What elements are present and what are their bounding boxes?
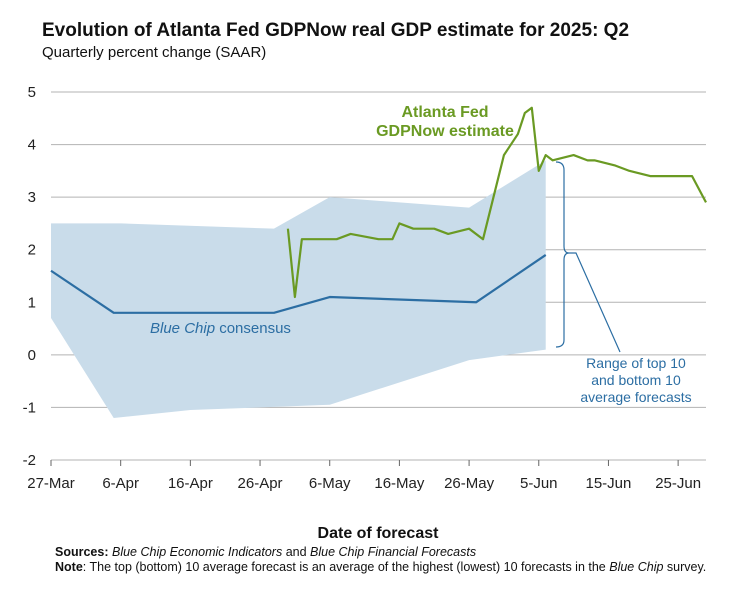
range-band bbox=[51, 160, 546, 418]
chart-title: Evolution of Atlanta Fed GDPNow real GDP… bbox=[42, 20, 630, 41]
y-tick-label: -1 bbox=[23, 399, 36, 416]
note-line: Note: The top (bottom) 10 average foreca… bbox=[55, 560, 725, 575]
x-tick-label: 16-Apr bbox=[168, 475, 213, 492]
gdpnow-chart: 5 4 3 2 1 0 -1 -2 27-Mar 6-Apr 16-Apr 26-Apr 6-May 1… bbox=[23, 84, 707, 542]
y-tick-label: -2 bbox=[23, 452, 36, 469]
y-tick-label: 1 bbox=[28, 294, 36, 311]
range-label-line-2: and bottom 10 bbox=[591, 372, 681, 388]
note-text-2: Blue Chip bbox=[609, 560, 664, 574]
y-axis-ticks: 5 4 3 2 1 0 -1 -2 bbox=[23, 84, 36, 469]
range-band-layer bbox=[51, 160, 546, 418]
y-tick-label: 3 bbox=[28, 189, 36, 206]
sources-item-2: Blue Chip Financial Forecasts bbox=[310, 545, 477, 559]
x-axis-title: Date of forecast bbox=[318, 525, 440, 542]
range-label-line-3: average forecasts bbox=[580, 389, 691, 405]
y-tick-label: 2 bbox=[28, 242, 36, 259]
x-tick-label: 26-Apr bbox=[238, 475, 283, 492]
range-bracket bbox=[555, 161, 570, 348]
bluechip-consensus-line bbox=[50, 254, 547, 314]
x-tick-label: 15-Jun bbox=[586, 475, 632, 492]
x-tick-label: 5-Jun bbox=[520, 475, 558, 492]
x-tick-label: 25-Jun bbox=[655, 475, 701, 492]
range-label-line-1: Range of top 10 bbox=[586, 355, 686, 371]
sources-and: and bbox=[282, 545, 311, 559]
x-axis-ticks: 27-Mar 6-Apr 16-Apr 26-Apr 6-May 16-May 26-May… bbox=[27, 460, 701, 492]
range-leader-line bbox=[569, 252, 621, 353]
annotation-layer: Atlanta Fed GDPNow estimate Blue Chip co… bbox=[150, 104, 692, 405]
x-tick-label: 6-May bbox=[309, 475, 351, 492]
bluechip-label-italic: Blue Chip bbox=[150, 320, 215, 337]
bluechip-label-rest: consensus bbox=[215, 320, 291, 337]
note-text-3: survey. bbox=[663, 560, 707, 574]
chart-subtitle: Quarterly percent change (SAAR) bbox=[42, 44, 267, 61]
x-tick-label: 16-May bbox=[374, 475, 425, 492]
sources-item-1: Blue Chip Economic Indicators bbox=[111, 545, 283, 559]
series-layer bbox=[50, 106, 707, 314]
y-tick-label: 0 bbox=[28, 347, 36, 364]
sources-label: Sources: bbox=[55, 545, 109, 559]
x-tick-label: 27-Mar bbox=[27, 475, 75, 492]
gdpnow-label-line-1: Atlanta Fed bbox=[401, 104, 488, 121]
gdpnow-label-line-2: GDPNow estimate bbox=[376, 123, 514, 140]
note-text-1: : The top (bottom) 10 average forecast i… bbox=[82, 560, 610, 574]
x-tick-label: 26-May bbox=[444, 475, 495, 492]
y-tick-label: 5 bbox=[28, 84, 36, 101]
sources-line: Sources: Blue Chip Economic Indicators a… bbox=[55, 545, 725, 560]
note-label: Note bbox=[55, 560, 83, 574]
bluechip-label: Blue Chip consensus bbox=[150, 320, 291, 337]
x-tick-label: 6-Apr bbox=[102, 475, 139, 492]
y-tick-label: 4 bbox=[28, 137, 36, 154]
chart-notes: Sources: Blue Chip Economic Indicators a… bbox=[55, 545, 725, 575]
gdpnow-estimate-line bbox=[286, 106, 707, 299]
